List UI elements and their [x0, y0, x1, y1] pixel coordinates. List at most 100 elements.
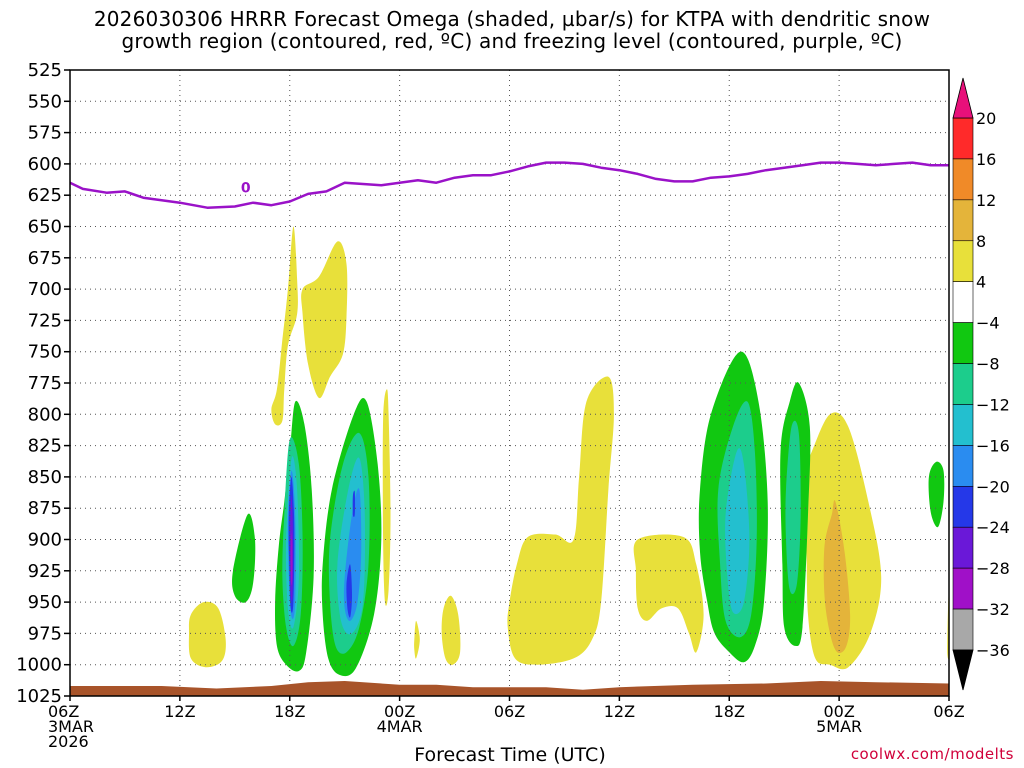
x-tick-label-30: 12Z: [604, 702, 635, 721]
colorbar-label-8: 8: [976, 232, 986, 251]
y-tick-label-875: 875: [28, 498, 62, 519]
colorbar-band--24--20: [952, 486, 974, 528]
colorbar-bottom-arrow: [952, 649, 974, 691]
x-tick-label-line: 18Z: [274, 702, 305, 721]
omega-region-3: [382, 389, 391, 606]
y-tick-label-750: 750: [28, 342, 62, 363]
colorbar-label-16: 16: [976, 150, 996, 169]
y-tick-label-900: 900: [28, 530, 62, 551]
y-tick-label-725: 725: [28, 310, 62, 331]
colorbar-label--12: −12: [976, 395, 1010, 414]
colorbar-label-4: 4: [976, 273, 986, 292]
x-tick-label-line: 06Z: [494, 702, 525, 721]
x-tick-label-6: 12Z: [164, 702, 195, 721]
x-tick-label-line: 5MAR: [816, 717, 862, 736]
credit-text: coolwx.com/modelts: [850, 745, 1014, 763]
colorbar-label--24: −24: [976, 518, 1010, 537]
y-tick-label-1025: 1025: [16, 686, 62, 707]
x-tick-label-line: 12Z: [604, 702, 635, 721]
omega-region-7: [633, 534, 704, 653]
y-tick-label-600: 600: [28, 154, 62, 175]
colorbar-band-12-16: [952, 158, 974, 201]
omega-region-30: [290, 532, 293, 586]
chart-title-line-2: growth region (contoured, red, ºC) and f…: [121, 29, 903, 53]
y-tick-label-525: 525: [28, 60, 62, 81]
omega-shading: [188, 226, 949, 677]
omega-region-4: [414, 620, 420, 659]
colorbar: 20 16 12 8 4 −4 −8 −12 −16 −20 −24 −28 −32 −36: [952, 77, 1010, 691]
omega-region-1: [271, 226, 298, 426]
colorbar-band--28--24: [952, 526, 974, 569]
x-tick-label-line: 12Z: [164, 702, 195, 721]
x-tick-label-36: 18Z: [714, 702, 745, 721]
x-tick-label-42: 00Z 5MAR: [816, 702, 862, 736]
colorbar-label--16: −16: [976, 436, 1010, 455]
omega-region-2: [301, 241, 348, 399]
colorbar-band--4-4: [952, 281, 974, 323]
x-tick-label-line: 3MAR: [48, 717, 94, 736]
y-tick-label-975: 975: [28, 623, 62, 644]
x-tick-label-line: 18Z: [714, 702, 745, 721]
y-tick-label-650: 650: [28, 217, 62, 238]
y-tick-label-775: 775: [28, 373, 62, 394]
freezing-level-contour: 0: [70, 161, 949, 209]
omega-region-11: [232, 513, 256, 603]
colorbar-label-12: 12: [976, 191, 996, 210]
chart-title-line-1: 2026030306 HRRR Forecast Omega (shaded, …: [93, 7, 931, 31]
y-tick-label-575: 575: [28, 123, 62, 144]
colorbar-label--20: −20: [976, 477, 1010, 496]
y-axis: 525 550 575 600 625 650 675 700 725 750 775 800 825 8…: [16, 60, 70, 707]
colorbar-label--28: −28: [976, 559, 1010, 578]
omega-region-16: [928, 461, 945, 528]
x-tick-label-line: 2026: [48, 732, 89, 751]
omega-region-27: [346, 564, 352, 618]
x-tick-label-18: 00Z 4MAR: [377, 702, 423, 736]
x-tick-label-12: 18Z: [274, 702, 305, 721]
y-tick-label-1000: 1000: [16, 655, 62, 676]
colorbar-band--32--28: [952, 567, 974, 610]
x-axis-label: Forecast Time (UTC): [414, 744, 606, 766]
colorbar-label--32: −32: [976, 600, 1010, 619]
omega-region-0: [188, 601, 226, 668]
colorbar-band--20--16: [952, 445, 974, 487]
chart-title: 2026030306 HRRR Forecast Omega (shaded, …: [0, 8, 1024, 52]
ground-surface: [70, 681, 949, 696]
colorbar-label-20: 20: [976, 109, 996, 128]
omega-region-6: [507, 376, 614, 665]
y-tick-label-950: 950: [28, 592, 62, 613]
colorbar-band--12--8: [952, 363, 974, 405]
freezing-level-label: 0: [241, 181, 251, 197]
y-tick-label-850: 850: [28, 467, 62, 488]
colorbar-band-8-12: [952, 199, 974, 242]
colorbar-band--36--32: [952, 608, 974, 651]
y-tick-label-800: 800: [28, 404, 62, 425]
freezing-level-line: [70, 161, 949, 209]
ground-fill: [70, 681, 949, 696]
y-tick-label-700: 700: [28, 279, 62, 300]
colorbar-band--16--12: [952, 404, 974, 446]
colorbar-band-16-20: [952, 117, 974, 160]
y-tick-label-550: 550: [28, 91, 62, 112]
colorbar-label--36: −36: [976, 641, 1010, 660]
colorbar-label--4: −4: [976, 314, 1000, 333]
colorbar-band--8--4: [952, 322, 974, 364]
colorbar-top-arrow: [952, 77, 974, 119]
y-tick-label-925: 925: [28, 561, 62, 582]
x-tick-label-line: 06Z: [933, 702, 964, 721]
colorbar-label--8: −8: [976, 355, 1000, 374]
x-tick-label-24: 06Z: [494, 702, 525, 721]
omega-region-31: [823, 500, 851, 653]
x-tick-label-line: 4MAR: [377, 717, 423, 736]
x-tick-label-line: 00Z: [384, 702, 415, 721]
y-tick-label-625: 625: [28, 185, 62, 206]
x-tick-label-48: 06Z: [933, 702, 964, 721]
omega-region-23: [725, 448, 750, 615]
y-tick-label-825: 825: [28, 436, 62, 457]
omega-region-28: [352, 490, 356, 518]
omega-region-20: [785, 420, 801, 595]
x-tick-label-line: 00Z: [823, 702, 854, 721]
omega-region-5: [441, 595, 461, 665]
x-tick-label-0: 06Z 3MAR 2026: [48, 702, 94, 751]
